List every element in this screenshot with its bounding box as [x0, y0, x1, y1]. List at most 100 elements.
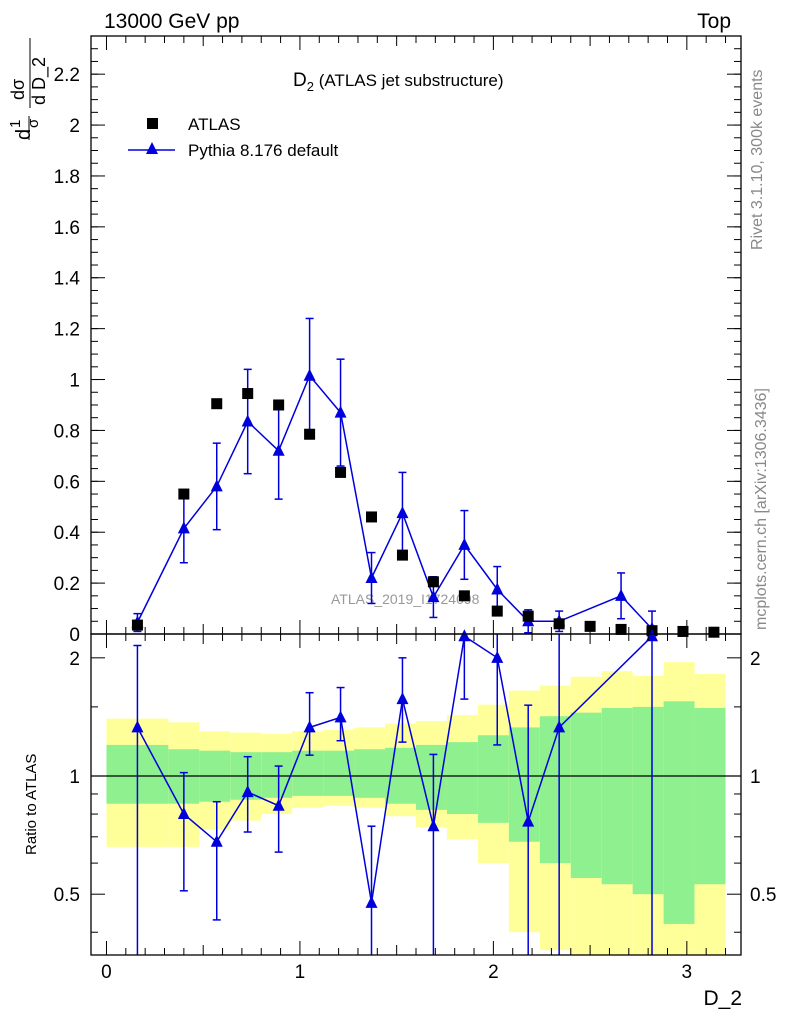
stat-band-green [601, 708, 633, 885]
atlas-point-main [677, 625, 689, 637]
y-axis-label-dsigma: dσ [8, 79, 28, 100]
atlas-point-main [553, 618, 565, 630]
rivet-version-label: Rivet 3.1.10, 300k events [749, 69, 766, 250]
atlas-point-main [491, 605, 503, 617]
mc-point-ratio [427, 819, 440, 832]
analysis-watermark: ATLAS_2019_I1724098 [331, 591, 480, 607]
y-tick-label-main: 1.6 [54, 218, 80, 239]
y-axis-label-dd2: d D_2 [29, 57, 50, 105]
y-tick-label-main: 0.2 [54, 574, 80, 595]
mc-point-ratio [646, 629, 659, 642]
header-left-label: 13000 GeV pp [104, 10, 239, 33]
stat-band-green [694, 708, 726, 885]
mc-point-ratio [177, 807, 190, 820]
mc-point-main [458, 537, 471, 550]
mc-point-main [241, 414, 254, 427]
x-tick-label: 2 [488, 962, 499, 983]
y-tick-label-main: 0.6 [54, 472, 80, 493]
atlas-point-main [335, 466, 347, 478]
y-tick-label-main: 0 [69, 625, 80, 646]
x-tick-label: 0 [101, 962, 112, 983]
y-axis-label-one: 1 [7, 120, 24, 128]
legend-marker-pythia [146, 142, 158, 154]
mc-point-ratio [334, 710, 347, 723]
mc-point-ratio [131, 720, 144, 733]
legend-label-atlas: ATLAS [188, 115, 241, 134]
y-tick-label-main: 1.2 [54, 320, 80, 341]
atlas-point-main [427, 576, 439, 588]
plot-title-main: D [293, 70, 307, 91]
mc-point-main [427, 590, 440, 603]
mc-point-main [365, 571, 378, 584]
x-axis-label: D_2 [703, 987, 742, 1010]
stat-band-green [663, 701, 695, 924]
plot-title: D2 (ATLAS jet substructure) [293, 70, 504, 94]
atlas-point-main [211, 398, 223, 410]
x-tick-label: 1 [295, 962, 306, 983]
mc-point-ratio [365, 895, 378, 908]
y-tick-label-ratio-right: 1 [750, 767, 761, 788]
legend-marker-atlas [147, 118, 158, 129]
stat-band-green [570, 712, 602, 878]
atlas-point-main [178, 488, 190, 500]
y-tick-label-main: 2 [69, 116, 80, 137]
y-tick-label-main: 0.4 [54, 523, 81, 544]
mc-point-ratio [553, 720, 566, 733]
mc-point-main [272, 443, 285, 456]
atlas-point-main [366, 511, 378, 523]
main-panel-data [131, 317, 720, 638]
y-tick-label-main: 0.8 [54, 421, 80, 442]
ratio-panel-bands [106, 662, 726, 955]
y-axis-label-d: d [13, 129, 35, 140]
ratio-panel-data [91, 629, 741, 955]
atlas-point-main [708, 626, 720, 638]
stat-band-green [261, 752, 293, 798]
legend-label-pythia: Pythia 8.176 default [188, 141, 339, 160]
y-tick-label-ratio: 0.5 [54, 885, 80, 906]
mc-point-main [177, 521, 190, 534]
mc-point-ratio [272, 798, 285, 811]
mc-point-main [615, 588, 628, 601]
y-axis-label-ratio: Ratio to ATLAS [23, 754, 40, 855]
y-tick-label-ratio-right: 2 [750, 649, 761, 670]
mc-point-main [396, 506, 409, 519]
mc-point-ratio [491, 650, 504, 663]
atlas-point-main [131, 619, 143, 631]
plot-title-sub: 2 [307, 79, 314, 94]
mc-point-ratio [303, 720, 316, 733]
stat-band-green [446, 742, 478, 815]
legend: ATLAS Pythia 8.176 default [128, 115, 339, 160]
mc-point-ratio [396, 692, 409, 705]
stat-band-green [292, 750, 324, 796]
mc-line-main [136, 374, 653, 630]
y-tick-label-main: 2.2 [54, 65, 80, 86]
mcplots-label: mcplots.cern.ch [arXiv:1306.3436] [753, 388, 770, 630]
atlas-point-main [396, 549, 408, 561]
y-axis-label-main: d 1 σ dσ d D_2 [7, 38, 50, 140]
atlas-point-main [522, 610, 534, 622]
mc-point-main [303, 368, 316, 381]
y-tick-label-ratio: 1 [69, 767, 80, 788]
x-tick-label: 3 [682, 962, 693, 983]
mc-point-main [491, 582, 504, 595]
y-axis-label-sigma: σ [25, 118, 42, 128]
stat-band-green [323, 750, 355, 796]
atlas-point-main [273, 399, 285, 411]
stat-band-green [354, 749, 386, 798]
atlas-point-main [304, 428, 316, 440]
y-tick-label-main: 1 [69, 371, 80, 392]
mc-point-ratio [241, 785, 254, 798]
y-tick-label-main: 1.8 [54, 167, 80, 188]
mc-point-ratio [522, 814, 535, 827]
mc-point-ratio [210, 834, 223, 847]
atlas-point-main [458, 590, 470, 602]
mc-point-main [210, 479, 223, 492]
y-tick-label-ratio-right: 0.5 [750, 885, 776, 906]
mc-point-ratio [458, 629, 471, 642]
atlas-point-main [242, 388, 254, 400]
atlas-point-main [615, 623, 627, 635]
y-tick-label-main: 1.4 [54, 269, 81, 290]
stat-band-green [477, 735, 509, 823]
plot-title-rest: (ATLAS jet substructure) [314, 71, 504, 90]
